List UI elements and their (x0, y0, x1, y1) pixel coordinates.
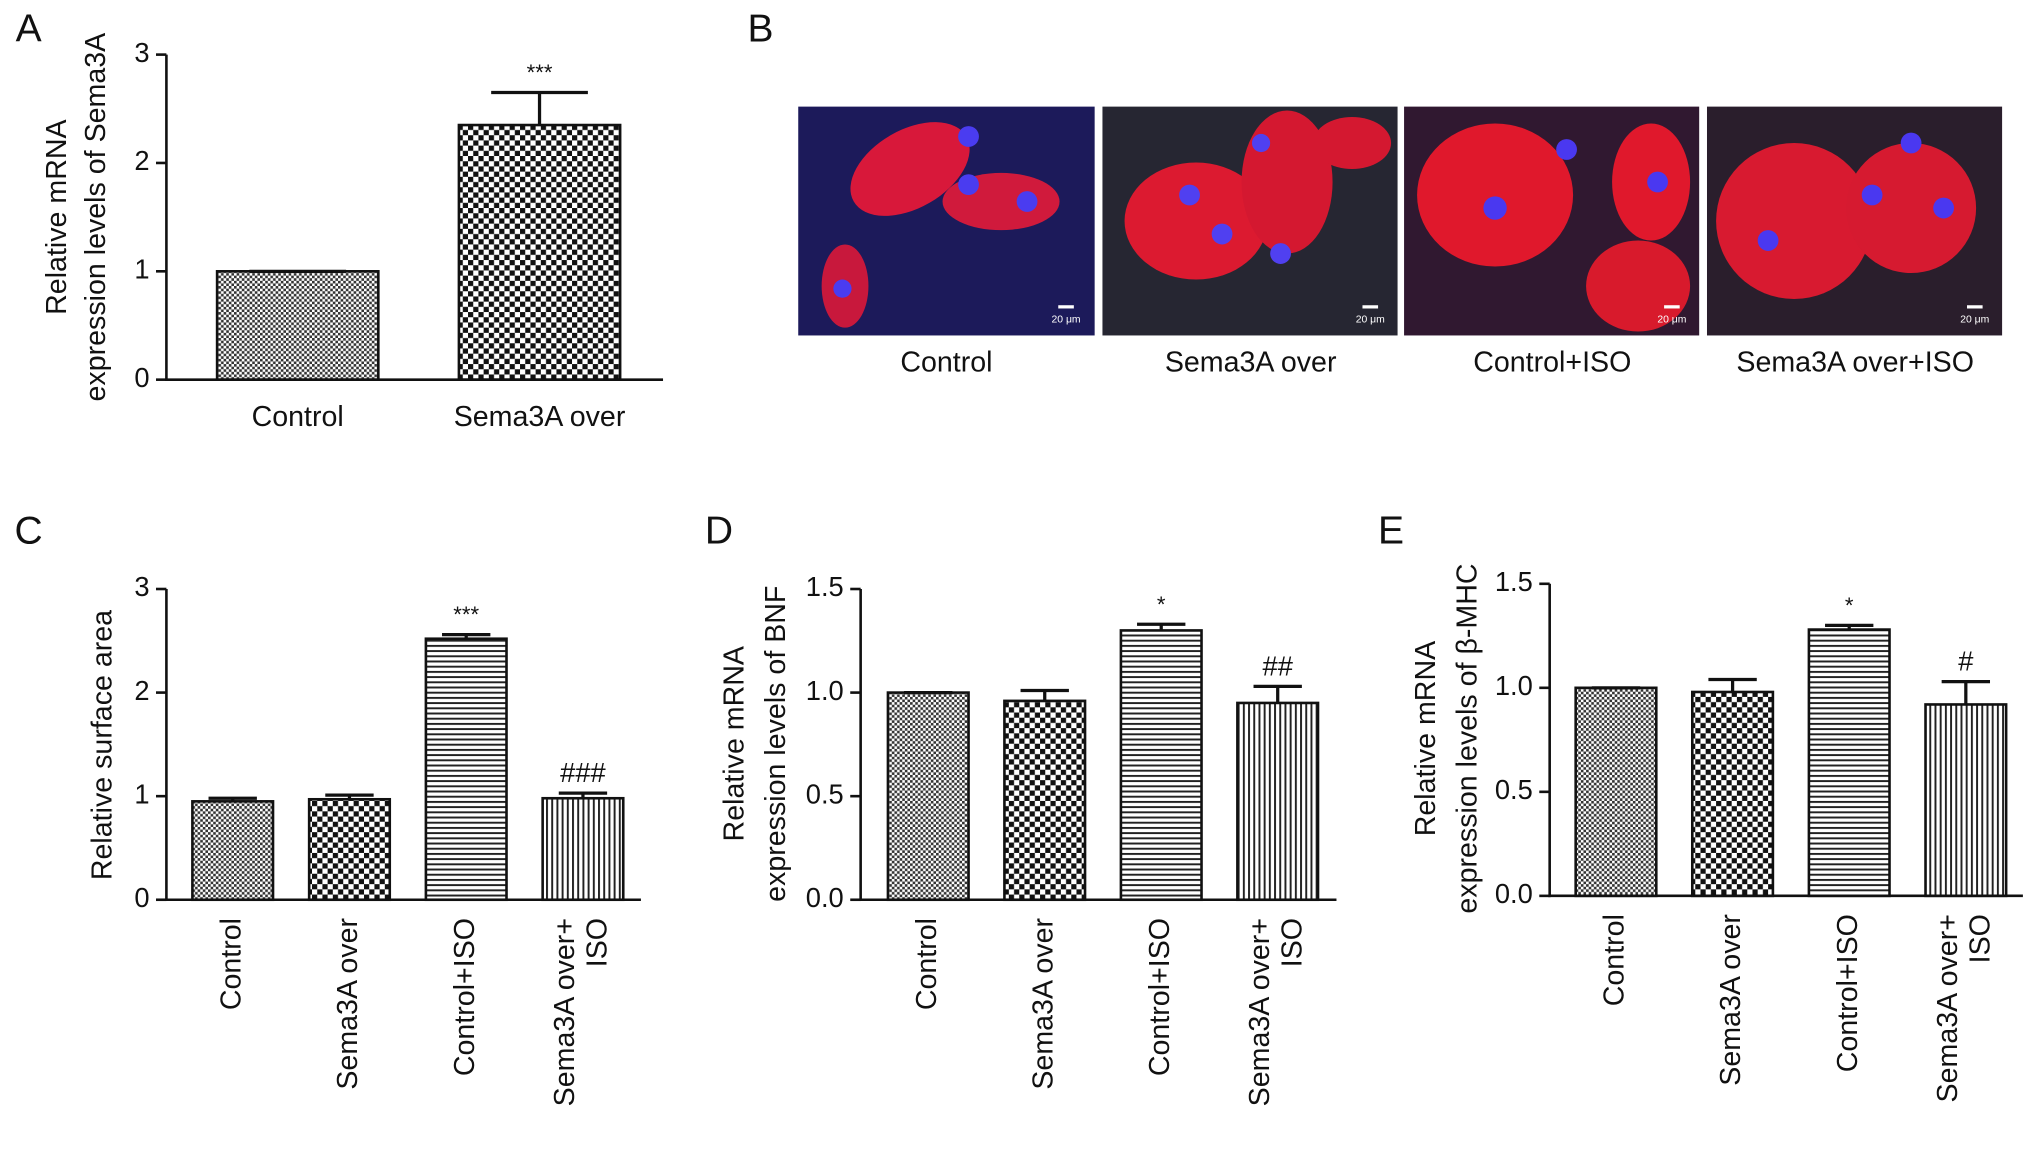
bar (424, 637, 508, 902)
y-tick-label: 0.5 (1495, 774, 1533, 805)
bar (1119, 629, 1203, 902)
error-bar (1253, 684, 1302, 703)
scale-bar-label: 20 μm (1960, 315, 1989, 326)
y-tick-label: 1 (134, 254, 149, 285)
y-tick-label: 3 (134, 37, 149, 68)
bar (215, 270, 380, 381)
y-tick-label: 2 (134, 675, 149, 706)
bar (1690, 690, 1775, 898)
x-tick-label: Sema3A over+ (549, 918, 581, 1106)
y-axis-label: Relative mRNA (41, 118, 73, 314)
bar (1574, 686, 1658, 898)
scale-bar-label: 20 μm (1657, 315, 1686, 326)
error-bar (1825, 623, 1874, 630)
error-bar (1941, 679, 1991, 705)
y-tick-label: 1.0 (806, 675, 844, 706)
micrograph (798, 106, 1095, 336)
y-tick-label: 1.5 (1495, 566, 1533, 597)
bar (1807, 628, 1891, 898)
significance-label: ### (560, 757, 606, 788)
panel-label: D (705, 509, 733, 552)
panel-label: A (16, 8, 42, 51)
y-tick-label: 3 (134, 571, 149, 602)
error-bar (325, 793, 374, 800)
y-axis-label: expression levels of Sema3A (80, 32, 112, 402)
bar (457, 123, 622, 381)
bar (1003, 699, 1087, 902)
bar (541, 796, 625, 902)
x-tick-label: ISO (1965, 914, 1997, 963)
panel-label: B (748, 8, 774, 51)
significance-label: ## (1263, 650, 1294, 681)
error-bar (442, 632, 491, 639)
x-tick-label: ISO (1277, 918, 1309, 967)
error-bar (208, 796, 257, 802)
y-tick-label: 2 (134, 145, 149, 176)
x-tick-label: Control+ISO (449, 918, 481, 1076)
image-caption: Sema3A over (1165, 347, 1337, 379)
error-bar (1137, 622, 1186, 631)
y-tick-label: 0.0 (806, 882, 844, 913)
micrograph (1706, 106, 2003, 336)
panel-label: E (1378, 509, 1404, 552)
x-tick-label: Sema3A over+ (1244, 918, 1276, 1106)
y-axis-label: Relative surface area (87, 610, 119, 880)
x-tick-label: Control+ISO (1144, 918, 1176, 1076)
significance-label: *** (453, 602, 479, 627)
x-tick-label: Sema3A over (332, 917, 364, 1089)
y-tick-label: 0 (134, 882, 149, 913)
y-tick-label: 0.5 (806, 778, 844, 809)
scale-bar-label: 20 μm (1356, 315, 1385, 326)
x-tick-label: Sema3A over (454, 401, 626, 433)
y-axis-label: expression levels of β-MHC (1452, 563, 1484, 913)
x-tick-label: Control+ISO (1832, 914, 1864, 1072)
x-tick-label: Control (911, 918, 943, 1010)
error-bar (1708, 677, 1757, 692)
error-bar (491, 90, 588, 126)
y-axis-label: Relative mRNA (1410, 640, 1442, 836)
significance-label: * (1157, 592, 1166, 617)
image-caption: Control (900, 347, 992, 379)
y-tick-label: 0.0 (1495, 878, 1533, 909)
y-axis-label: expression levels of BNF (760, 586, 792, 902)
error-bar (1020, 688, 1069, 701)
micrograph (1404, 106, 1700, 336)
bar (191, 800, 275, 902)
x-tick-label: Control (252, 401, 344, 433)
y-tick-label: 1.0 (1495, 670, 1533, 701)
x-tick-label: Control (1599, 914, 1631, 1006)
bar (307, 797, 392, 902)
x-tick-label: Sema3A over (1027, 917, 1059, 1089)
y-axis-label: Relative mRNA (718, 645, 750, 841)
significance-label: *** (527, 60, 553, 85)
error-bar (558, 791, 608, 799)
bar (1236, 701, 1320, 902)
significance-label: * (1845, 593, 1854, 618)
x-tick-label: Sema3A over (1715, 914, 1747, 1086)
y-tick-label: 1 (134, 778, 149, 809)
y-tick-label: 0 (134, 362, 149, 393)
panel-label: C (15, 509, 43, 552)
bar (1924, 703, 2008, 898)
micrograph (1102, 106, 1398, 336)
significance-label: # (1958, 646, 1974, 677)
image-caption: Sema3A over+ISO (1736, 347, 1974, 379)
scale-bar-label: 20 μm (1052, 315, 1081, 326)
y-tick-label: 1.5 (806, 571, 844, 602)
image-caption: Control+ISO (1473, 347, 1631, 379)
x-tick-label: Control (215, 918, 247, 1010)
bar (886, 691, 970, 902)
x-tick-label: ISO (582, 918, 614, 967)
x-tick-label: Sema3A over+ (1932, 914, 1964, 1102)
